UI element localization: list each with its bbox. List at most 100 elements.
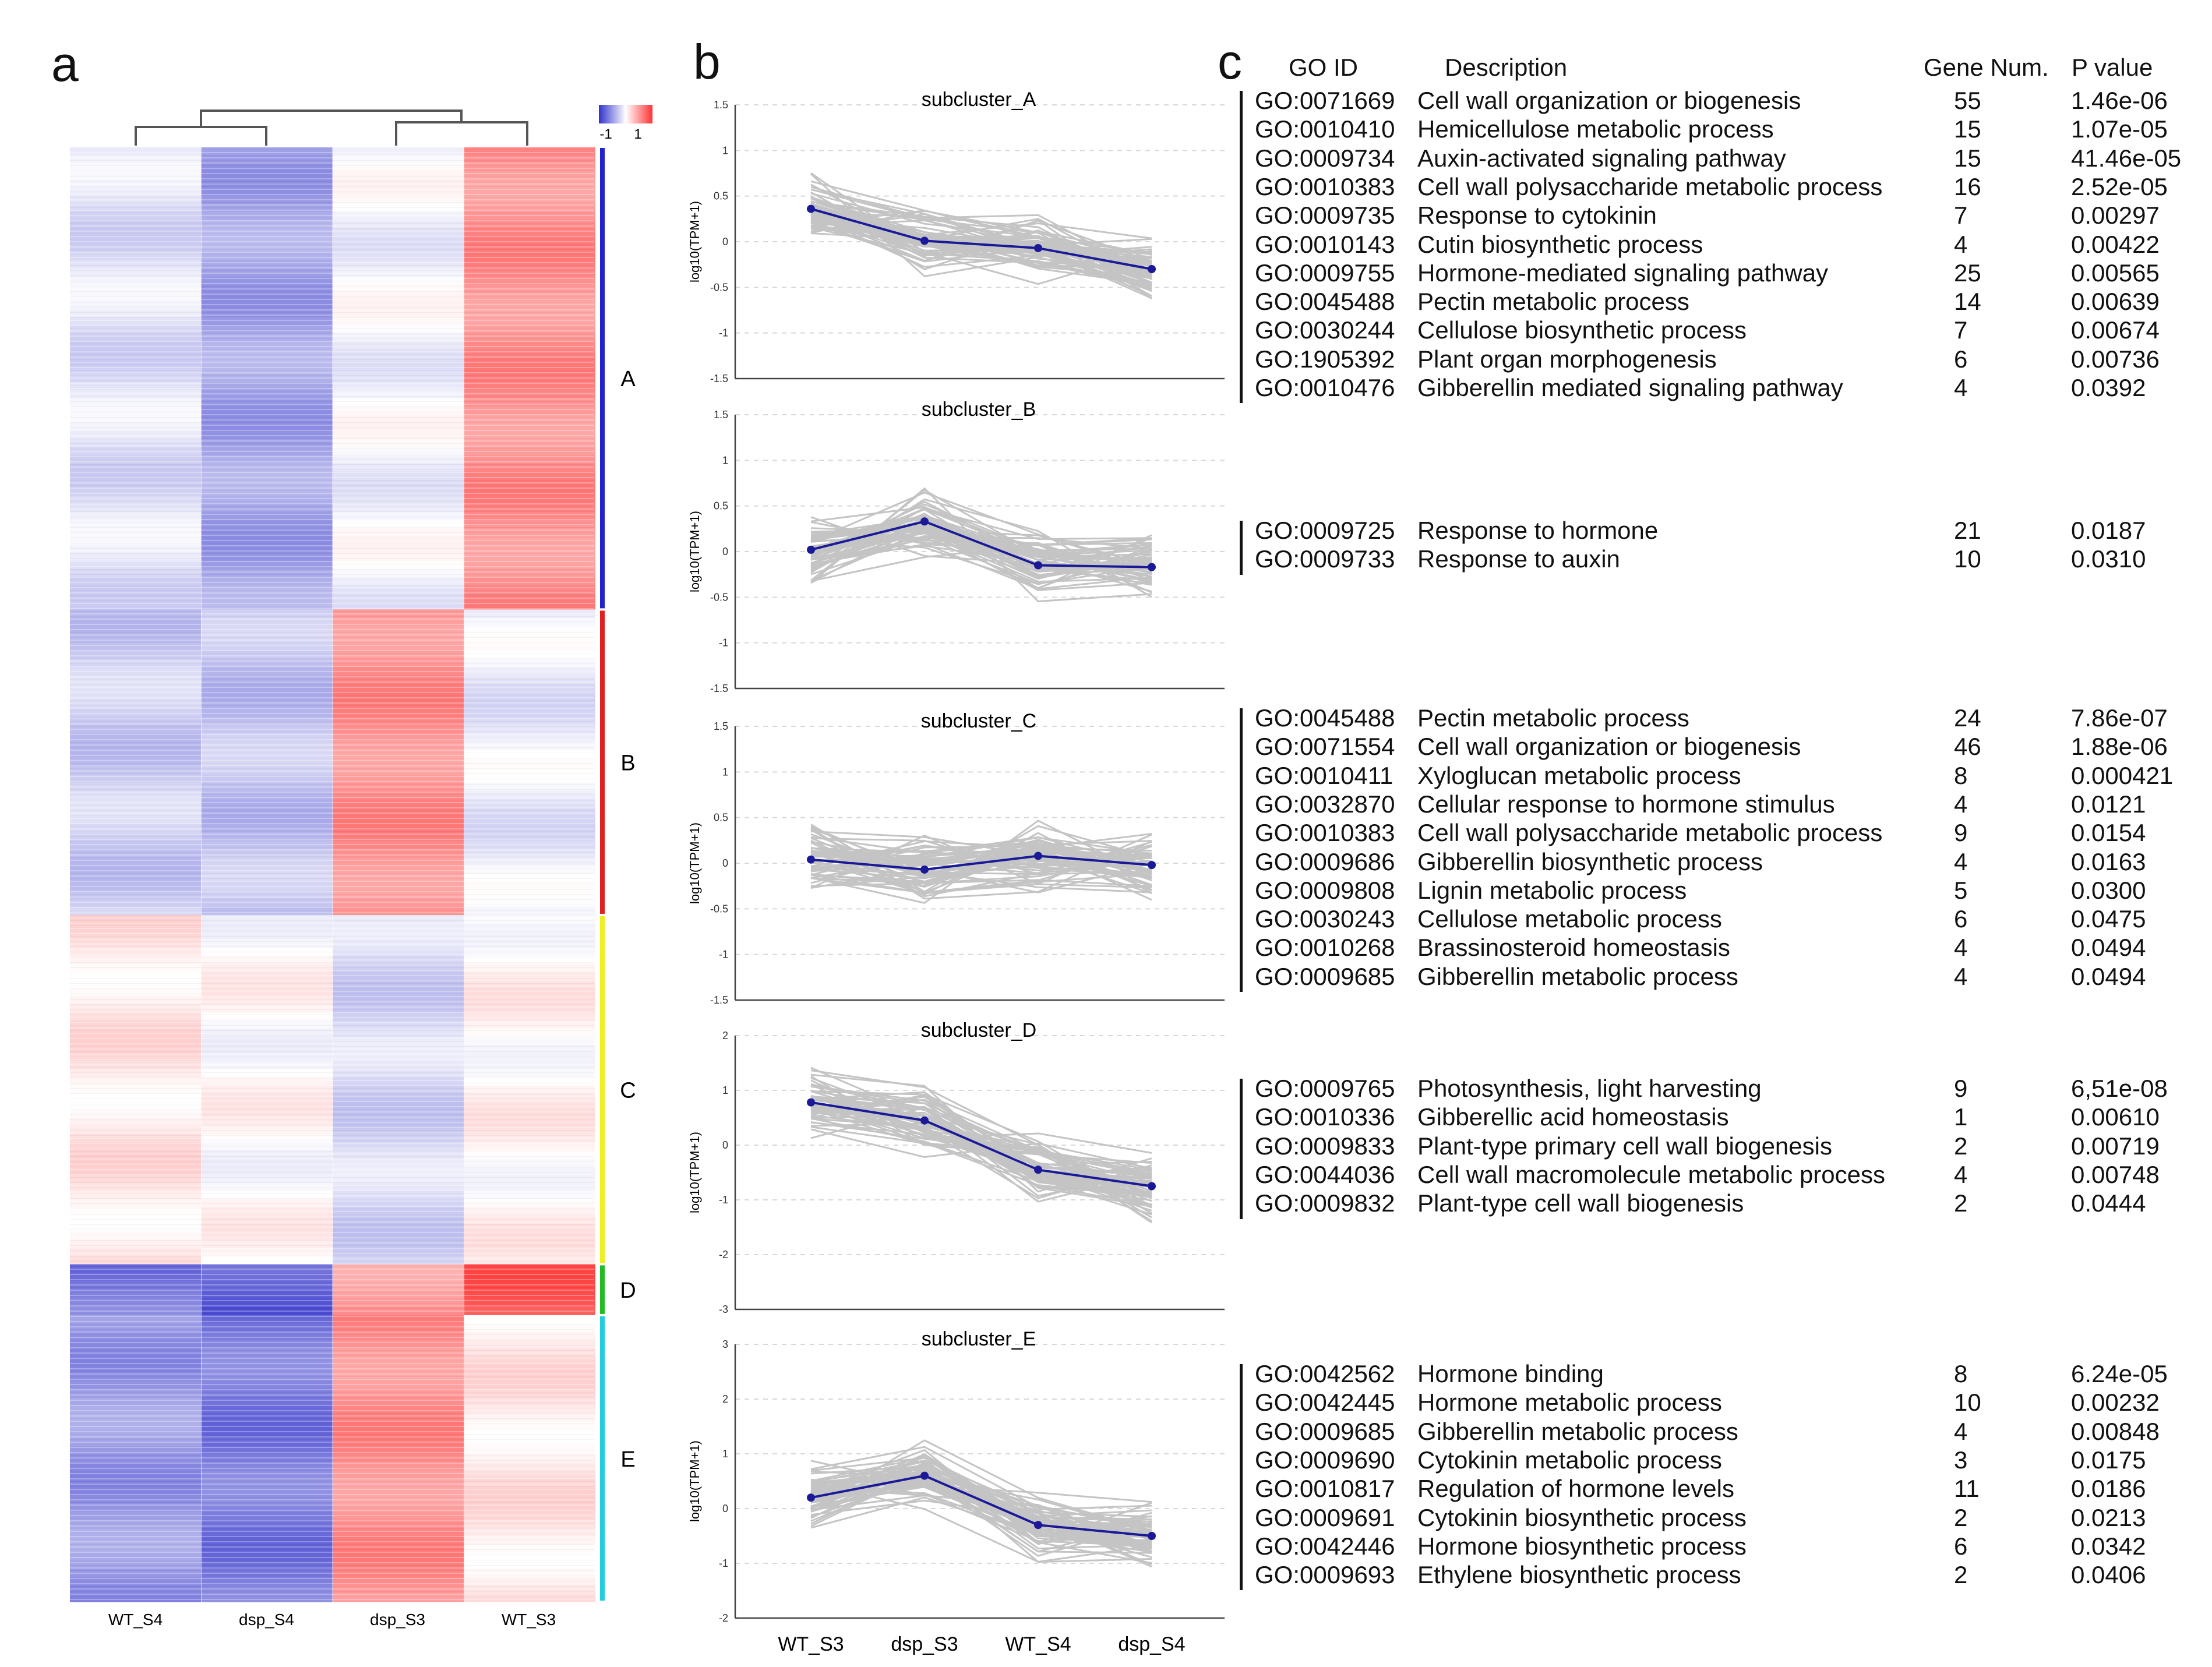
go-id: GO:0009833 — [1255, 1132, 1395, 1160]
gene-profile-line — [810, 827, 1152, 893]
gene-profile-line — [810, 532, 1152, 582]
go-gene-num: 10 — [1954, 545, 1981, 573]
go-description: Gibberellin biosynthetic process — [1417, 847, 1763, 875]
gene-profile-line — [810, 827, 1152, 900]
go-p-value: 0.0406 — [2071, 1561, 2146, 1589]
gene-profile-line — [810, 832, 1152, 868]
gene-profile-line — [810, 1084, 1152, 1199]
y-tick-label: -1.5 — [710, 373, 728, 384]
gene-profile-line — [810, 845, 1152, 879]
go-p-value: 0.0494 — [2071, 934, 2146, 962]
go-group-4: GO:0042562 Hormone binding 8 6.24e-05 GO:004… — [1240, 1359, 2207, 1591]
gene-profile-line — [810, 527, 1152, 583]
gene-profile-line — [810, 1460, 1152, 1549]
gene-profile-line — [810, 1476, 1152, 1557]
gene-profile-line — [810, 859, 1152, 878]
panel-label-c: c — [1218, 34, 1242, 89]
gene-profile-line — [810, 218, 1152, 266]
gene-profile-line — [810, 830, 1152, 895]
go-group-bracket — [1240, 1079, 1243, 1219]
go-p-value: 0.00736 — [2071, 345, 2160, 373]
gene-profile-line — [810, 204, 1152, 266]
gene-profile-line — [810, 196, 1152, 266]
gene-profile-line — [810, 856, 1152, 880]
mean-point — [1148, 563, 1156, 571]
go-description: Hormone binding — [1417, 1360, 1604, 1387]
gene-profile-line — [810, 1090, 1152, 1207]
gene-profile-line — [810, 846, 1152, 883]
gene-profile-line — [810, 517, 1152, 579]
go-group-1: GO:0009725 Response to hormone 21 0.0187 GO:… — [1240, 516, 2207, 576]
go-p-value: 1.88e-06 — [2071, 733, 2168, 761]
go-p-value: 0.00719 — [2071, 1132, 2160, 1160]
mean-point — [1148, 1532, 1156, 1540]
gene-profile-line — [810, 1491, 1152, 1545]
gene-profile-line — [810, 525, 1152, 577]
y-tick-label: 1 — [722, 1448, 728, 1460]
gene-profile-line — [810, 220, 1152, 284]
mean-point — [920, 865, 929, 874]
gene-profile-line — [810, 200, 1152, 287]
gene-profile-line — [810, 200, 1152, 280]
gene-profile-line — [810, 1101, 1152, 1192]
gene-profile-line — [810, 839, 1152, 893]
gene-profile-line — [810, 226, 1152, 277]
go-id: GO:0045488 — [1255, 288, 1395, 316]
go-description: Ethylene biosynthetic process — [1417, 1561, 1741, 1589]
gene-profile-line — [810, 842, 1152, 892]
gene-profile-line — [810, 1110, 1152, 1199]
go-description: Hormone metabolic process — [1417, 1389, 1722, 1417]
gene-profile-line — [810, 1095, 1152, 1184]
gene-profile-line — [810, 1099, 1152, 1175]
go-description: Gibberellin metabolic process — [1417, 962, 1738, 990]
go-gene-num: 25 — [1954, 259, 1981, 287]
y-tick-label: -0.5 — [710, 903, 728, 914]
y-tick-label: -1 — [719, 949, 728, 960]
gene-profile-line — [810, 1114, 1152, 1197]
subcluster-chart-3: 2 1 0 -1 -2 -3 subcluster_D log10(TPM+1) — [687, 1019, 1225, 1315]
go-gene-num: 3 — [1954, 1446, 1968, 1474]
go-id: GO:0010410 — [1255, 115, 1395, 143]
gene-profile-line — [810, 834, 1152, 889]
gene-profile-line — [810, 1105, 1152, 1173]
go-p-value: 0.0154 — [2071, 819, 2146, 847]
panel-label-a: a — [51, 37, 79, 91]
gene-profile-line — [810, 1479, 1152, 1536]
go-id: GO:0044036 — [1255, 1160, 1395, 1188]
gene-profile-line — [810, 1101, 1152, 1178]
gene-profile-line — [810, 847, 1152, 901]
go-id: GO:0030243 — [1255, 905, 1395, 933]
go-description: Hemicellulose metabolic process — [1417, 115, 1774, 143]
gene-profile-line — [810, 836, 1152, 884]
gene-profile-line — [810, 220, 1152, 255]
gene-profile-line — [810, 208, 1152, 258]
gene-profile-line — [810, 503, 1152, 574]
mean-point — [1034, 243, 1042, 252]
gene-profile-line — [810, 1465, 1152, 1550]
gene-profile-line — [810, 1107, 1152, 1195]
y-axis-label: log10(TPM+1) — [687, 201, 702, 282]
mean-line — [810, 854, 1152, 871]
go-gene-num: 2 — [1954, 1503, 1968, 1531]
gene-profile-line — [810, 832, 1152, 896]
gene-profile-line — [810, 845, 1152, 876]
go-group-2: GO:0045488 Pectin metabolic process 24 7.86… — [1240, 704, 2207, 993]
go-id: GO:0010476 — [1255, 374, 1395, 401]
mean-point — [807, 855, 815, 864]
go-gene-num: 5 — [1954, 876, 1968, 904]
go-gene-num: 16 — [1954, 172, 1981, 200]
go-id: GO:0009685 — [1255, 1417, 1395, 1445]
gene-profile-line — [810, 1474, 1152, 1537]
gene-profile-line — [810, 1096, 1152, 1196]
go-group-bracket — [1240, 91, 1243, 404]
go-gene-num: 2 — [1954, 1132, 1968, 1160]
gene-profile-line — [810, 191, 1152, 279]
gene-profile-line — [810, 1463, 1152, 1528]
cluster-bar-A — [600, 148, 605, 609]
go-gene-num: 4 — [1954, 934, 1968, 962]
y-tick-label: -3 — [719, 1304, 728, 1315]
gene-profile-line — [810, 862, 1152, 893]
y-tick-label: -1 — [719, 637, 728, 649]
gene-profile-line — [810, 529, 1152, 578]
go-gene-num: 4 — [1954, 374, 1968, 401]
